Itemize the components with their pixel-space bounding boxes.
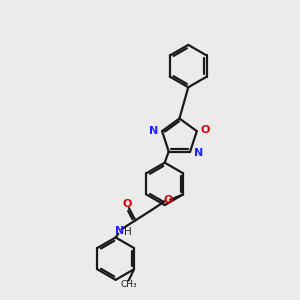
Text: H: H <box>124 227 131 237</box>
Text: N: N <box>149 126 158 136</box>
Text: N: N <box>194 148 203 158</box>
Text: O: O <box>200 125 210 135</box>
Text: N: N <box>115 226 124 236</box>
Text: CH₃: CH₃ <box>120 280 137 289</box>
Text: O: O <box>123 200 132 209</box>
Text: O: O <box>163 195 172 205</box>
